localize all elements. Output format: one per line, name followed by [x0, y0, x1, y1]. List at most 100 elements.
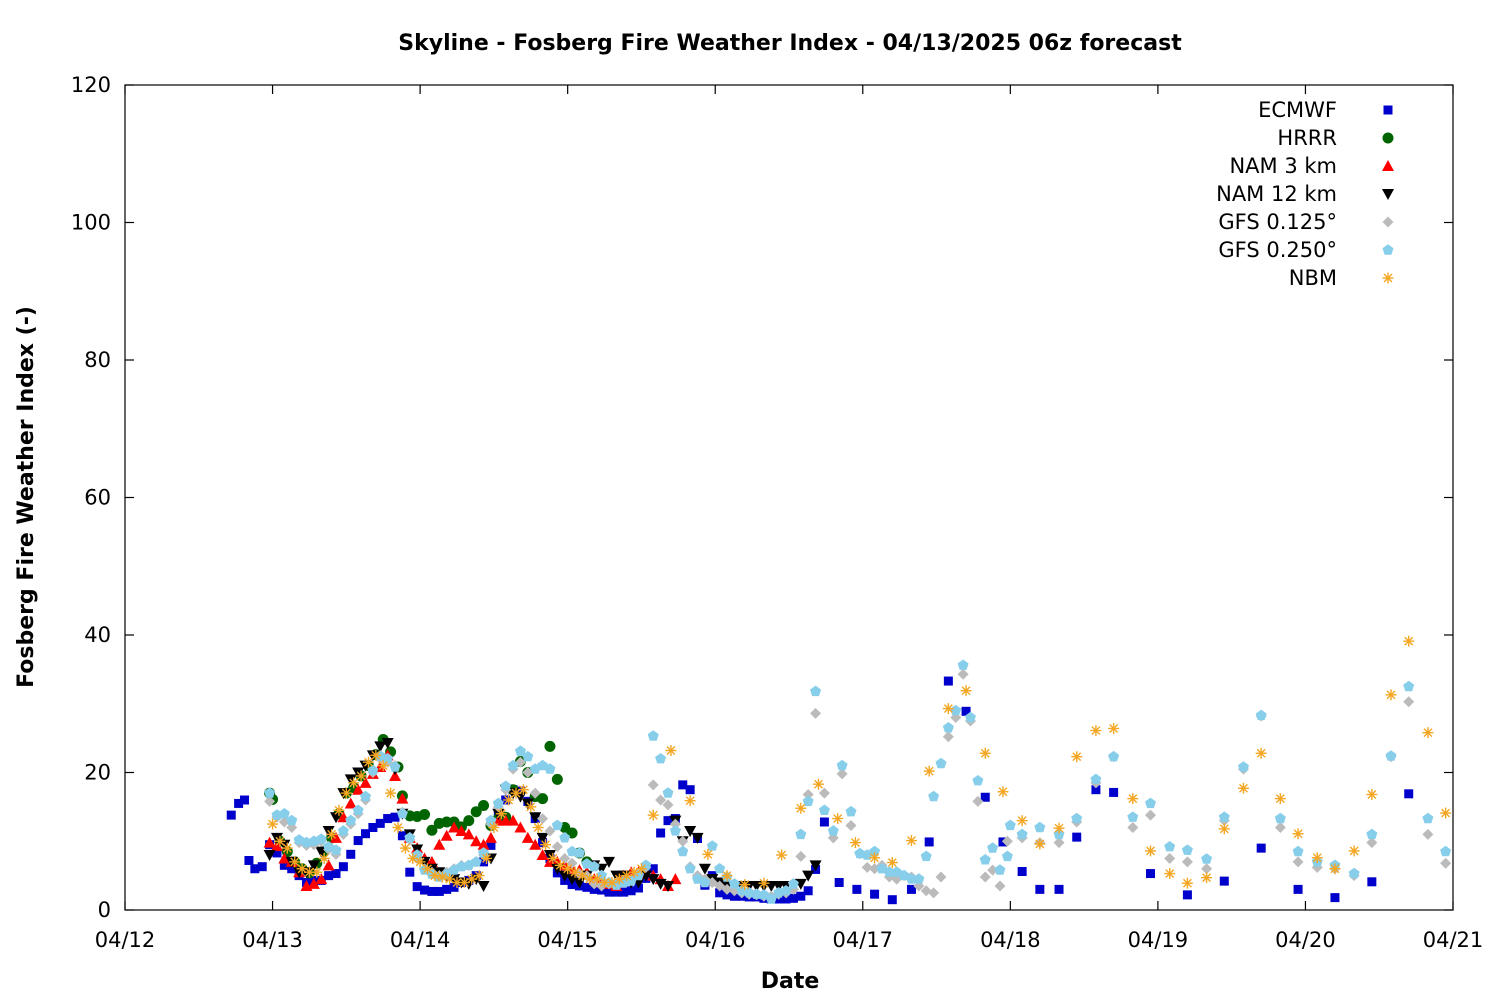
y-tick-label: 120: [71, 73, 111, 97]
data-point: [396, 792, 409, 804]
data-point: [346, 849, 356, 859]
data-point: [522, 750, 534, 762]
data-point: [367, 764, 379, 776]
data-point: [1145, 809, 1157, 821]
data-point: [684, 863, 696, 874]
data-point: [559, 852, 571, 864]
data-point: [662, 799, 674, 811]
data-point: [788, 893, 798, 903]
data-point: [507, 814, 520, 826]
data-point: [942, 722, 954, 733]
data-point: [448, 821, 461, 833]
data-point: [1348, 845, 1360, 857]
legend-marker: [1382, 160, 1394, 171]
data-point: [517, 784, 529, 796]
data-point: [226, 810, 236, 820]
data-point: [412, 882, 422, 892]
data-point: [544, 740, 556, 752]
legend-label: NBM: [1289, 266, 1337, 290]
data-point: [1164, 868, 1176, 880]
data-point: [486, 840, 496, 850]
legend-label: HRRR: [1277, 126, 1337, 150]
y-tick-label: 60: [84, 486, 111, 510]
data-point: [870, 889, 880, 899]
y-tick-label: 0: [98, 898, 111, 922]
data-point: [374, 741, 387, 753]
y-axis: 0 20 40 60 80 100 120: [71, 73, 1453, 922]
y-tick-label: 40: [84, 623, 111, 647]
data-point: [1274, 812, 1286, 824]
data-point: [1403, 680, 1415, 692]
data-point: [1108, 750, 1120, 762]
data-point: [1422, 812, 1434, 824]
data-point: [669, 825, 681, 836]
data-point: [529, 838, 542, 850]
data-point: [544, 825, 556, 837]
data-point: [315, 873, 328, 885]
data-point: [751, 888, 763, 899]
data-point: [525, 801, 537, 813]
data-point: [463, 815, 475, 827]
data-point: [359, 776, 372, 788]
data-point: [1366, 789, 1378, 800]
data-point: [906, 873, 917, 884]
data-point: [887, 895, 897, 905]
data-point: [360, 790, 371, 802]
data-point: [544, 763, 556, 774]
data-point: [338, 862, 348, 872]
data-point: [421, 863, 433, 875]
x-tick-label: 04/21: [1423, 928, 1484, 952]
series-layer: [226, 635, 1452, 905]
data-point: [444, 873, 456, 885]
data-point: [562, 863, 574, 875]
data-point: [559, 832, 571, 843]
data-point: [1053, 822, 1065, 834]
data-point: [834, 878, 844, 887]
data-point: [1440, 845, 1452, 857]
data-point: [1292, 828, 1304, 840]
data-point: [987, 864, 999, 876]
data-point: [810, 707, 822, 719]
data-point: [1164, 852, 1176, 864]
data-point: [473, 870, 485, 882]
data-point: [392, 822, 404, 833]
data-point: [449, 882, 459, 892]
data-point: [588, 860, 600, 872]
legend-label: GFS 0.125°: [1218, 210, 1337, 234]
data-point: [477, 880, 490, 892]
y-tick-label: 80: [84, 348, 111, 372]
data-point: [1385, 689, 1397, 701]
data-point: [957, 668, 969, 680]
data-point: [1034, 821, 1046, 833]
legend-label: NAM 12 km: [1216, 182, 1337, 206]
data-point: [1403, 635, 1415, 647]
data-point: [886, 857, 898, 869]
data-point: [818, 787, 830, 799]
data-point: [375, 818, 385, 828]
data-point: [802, 789, 814, 800]
data-point: [529, 812, 542, 824]
data-point: [987, 842, 999, 853]
legend-marker: [1382, 244, 1394, 255]
data-point: [377, 760, 389, 772]
data-point: [1366, 828, 1378, 840]
data-point: [345, 814, 357, 826]
data-point: [795, 802, 807, 814]
data-point: [1108, 723, 1120, 734]
data-point: [994, 880, 1006, 892]
data-point: [470, 806, 482, 818]
data-point: [257, 862, 267, 872]
data-point: [484, 831, 497, 843]
data-point: [611, 887, 621, 897]
data-point: [662, 880, 675, 892]
data-point: [244, 856, 254, 865]
data-point: [574, 847, 585, 858]
data-point: [537, 813, 549, 825]
data-point: [869, 845, 881, 857]
data-point: [776, 849, 788, 861]
data-point: [861, 861, 873, 873]
data-point: [442, 884, 452, 894]
x-tick-label: 04/12: [95, 928, 156, 952]
data-point: [287, 864, 297, 874]
